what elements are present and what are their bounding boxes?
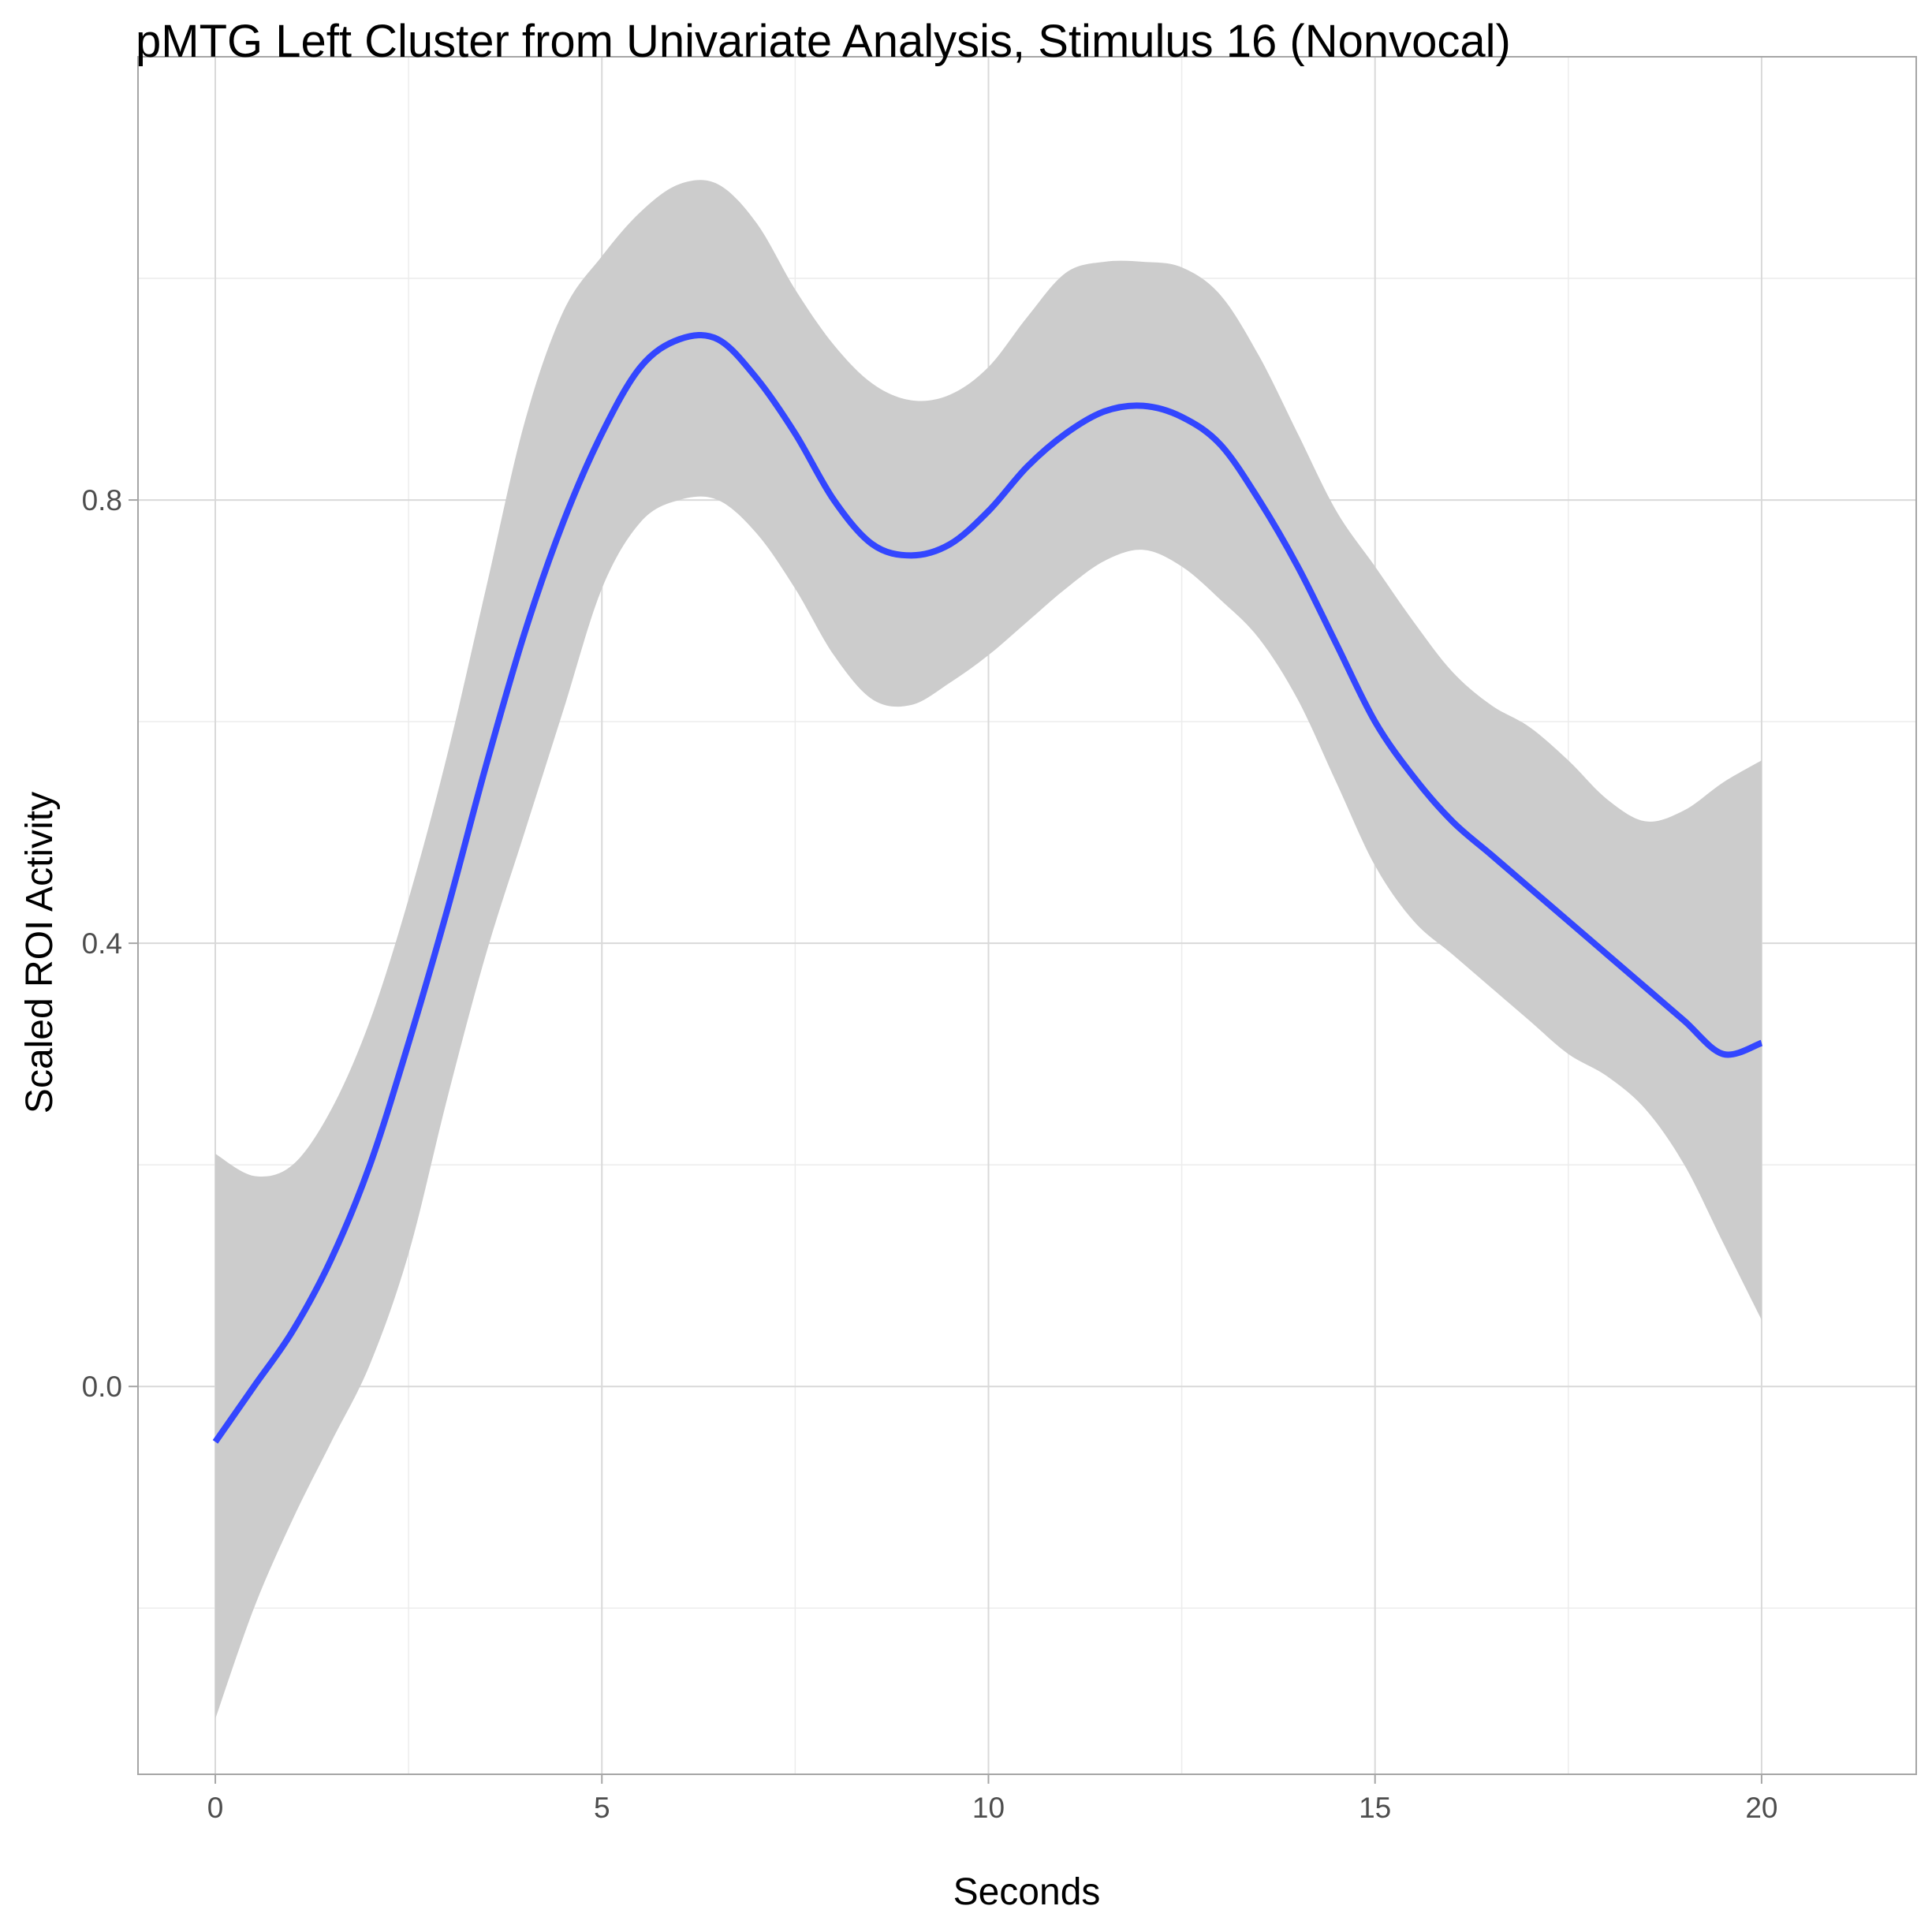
y-tick-label: 0.4 [82,927,122,960]
y-tick-label: 0.8 [82,484,122,517]
x-axis-tick-labels: 0 5 10 15 20 [207,1792,1778,1824]
x-tick-label: 10 [972,1792,1005,1824]
confidence-band-layer [215,180,1762,1719]
x-tick-label: 5 [594,1792,610,1824]
y-axis-tick-labels: 0.0 0.4 0.8 [82,484,122,1403]
x-tick-label: 20 [1745,1792,1777,1824]
smooth-line [212,332,1763,1444]
chart-title: pMTG Left Cluster from Univariate Analys… [136,16,1511,67]
x-tick-label: 15 [1359,1792,1391,1824]
x-tick-label: 0 [207,1792,224,1824]
y-tick-label: 0.0 [82,1371,122,1403]
x-axis-ticks [214,1774,1762,1784]
smooth-line-layer [212,332,1763,1444]
confidence-band [215,180,1762,1719]
y-axis-title: Scaled ROI Activity [19,792,61,1113]
plot-panel-border [137,56,1917,1775]
x-axis-title: Seconds [953,1871,1101,1913]
y-axis-ticks [129,499,138,1388]
